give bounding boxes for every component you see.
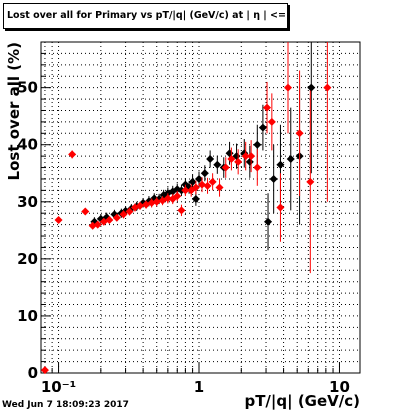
data-point — [286, 154, 295, 163]
y-tick-label: 20 — [17, 250, 38, 268]
data-point — [258, 123, 267, 132]
plot-frame — [40, 41, 361, 374]
chart-title: Lost over all for Primary vs pT/|q| (GeV… — [3, 3, 288, 29]
data-point — [125, 207, 134, 216]
data-point — [135, 201, 144, 210]
data-point — [206, 154, 215, 163]
x-axis-label: pT/|q| (GeV/c) — [244, 392, 360, 411]
data-point — [195, 174, 204, 183]
data-point — [264, 217, 273, 226]
series-0 — [90, 42, 316, 251]
data-point — [188, 177, 197, 186]
data-point — [54, 216, 63, 225]
data-point — [263, 103, 272, 112]
data-point — [191, 183, 200, 192]
data-point — [253, 140, 262, 149]
data-point — [112, 213, 121, 222]
data-point — [234, 157, 243, 166]
data-point — [163, 194, 172, 203]
data-point — [306, 177, 315, 186]
data-point — [93, 220, 102, 229]
data-point — [253, 163, 262, 172]
data-point — [227, 154, 236, 163]
series-layer — [40, 42, 332, 375]
data-point — [323, 83, 332, 92]
data-point — [208, 177, 217, 186]
data-point — [203, 181, 212, 190]
data-point — [276, 203, 285, 212]
data-point — [200, 169, 209, 178]
data-point — [40, 366, 49, 375]
data-point — [283, 83, 292, 92]
data-point — [213, 160, 222, 169]
data-point — [152, 197, 161, 206]
data-point — [267, 117, 276, 126]
y-tick-label: 30 — [17, 193, 38, 211]
data-point — [269, 174, 278, 183]
x-tick-label: 10 — [329, 378, 350, 396]
grid — [41, 41, 360, 374]
timestamp: Wed Jun 7 18:09:23 2017 — [2, 400, 129, 410]
data-point — [68, 150, 77, 159]
series-1 — [40, 42, 332, 375]
y-axis-label: Lost over all (%) — [5, 42, 23, 180]
data-point — [197, 180, 206, 189]
y-tick-label: 0 — [28, 364, 38, 382]
data-point — [177, 206, 186, 215]
data-point — [215, 183, 224, 192]
y-tick-label: 40 — [17, 136, 38, 154]
data-point — [105, 216, 114, 225]
data-point — [247, 152, 256, 161]
x-tick-label: 10⁻¹ — [41, 378, 76, 396]
data-point — [81, 207, 90, 216]
data-point — [276, 160, 285, 169]
y-tick-label: 10 — [17, 307, 38, 325]
data-point — [241, 152, 250, 161]
data-point — [119, 210, 128, 219]
x-tick-label: 1 — [194, 378, 204, 396]
y-tick-label: 50 — [17, 79, 38, 97]
data-point — [173, 192, 182, 201]
data-point — [295, 129, 304, 138]
axis-ticks: 0 10 20 30 40 50 10⁻¹ 1 10 — [17, 41, 350, 396]
data-point — [307, 83, 316, 92]
data-point — [221, 163, 230, 172]
data-point — [245, 157, 254, 166]
data-point — [191, 194, 200, 203]
data-point — [181, 186, 190, 195]
